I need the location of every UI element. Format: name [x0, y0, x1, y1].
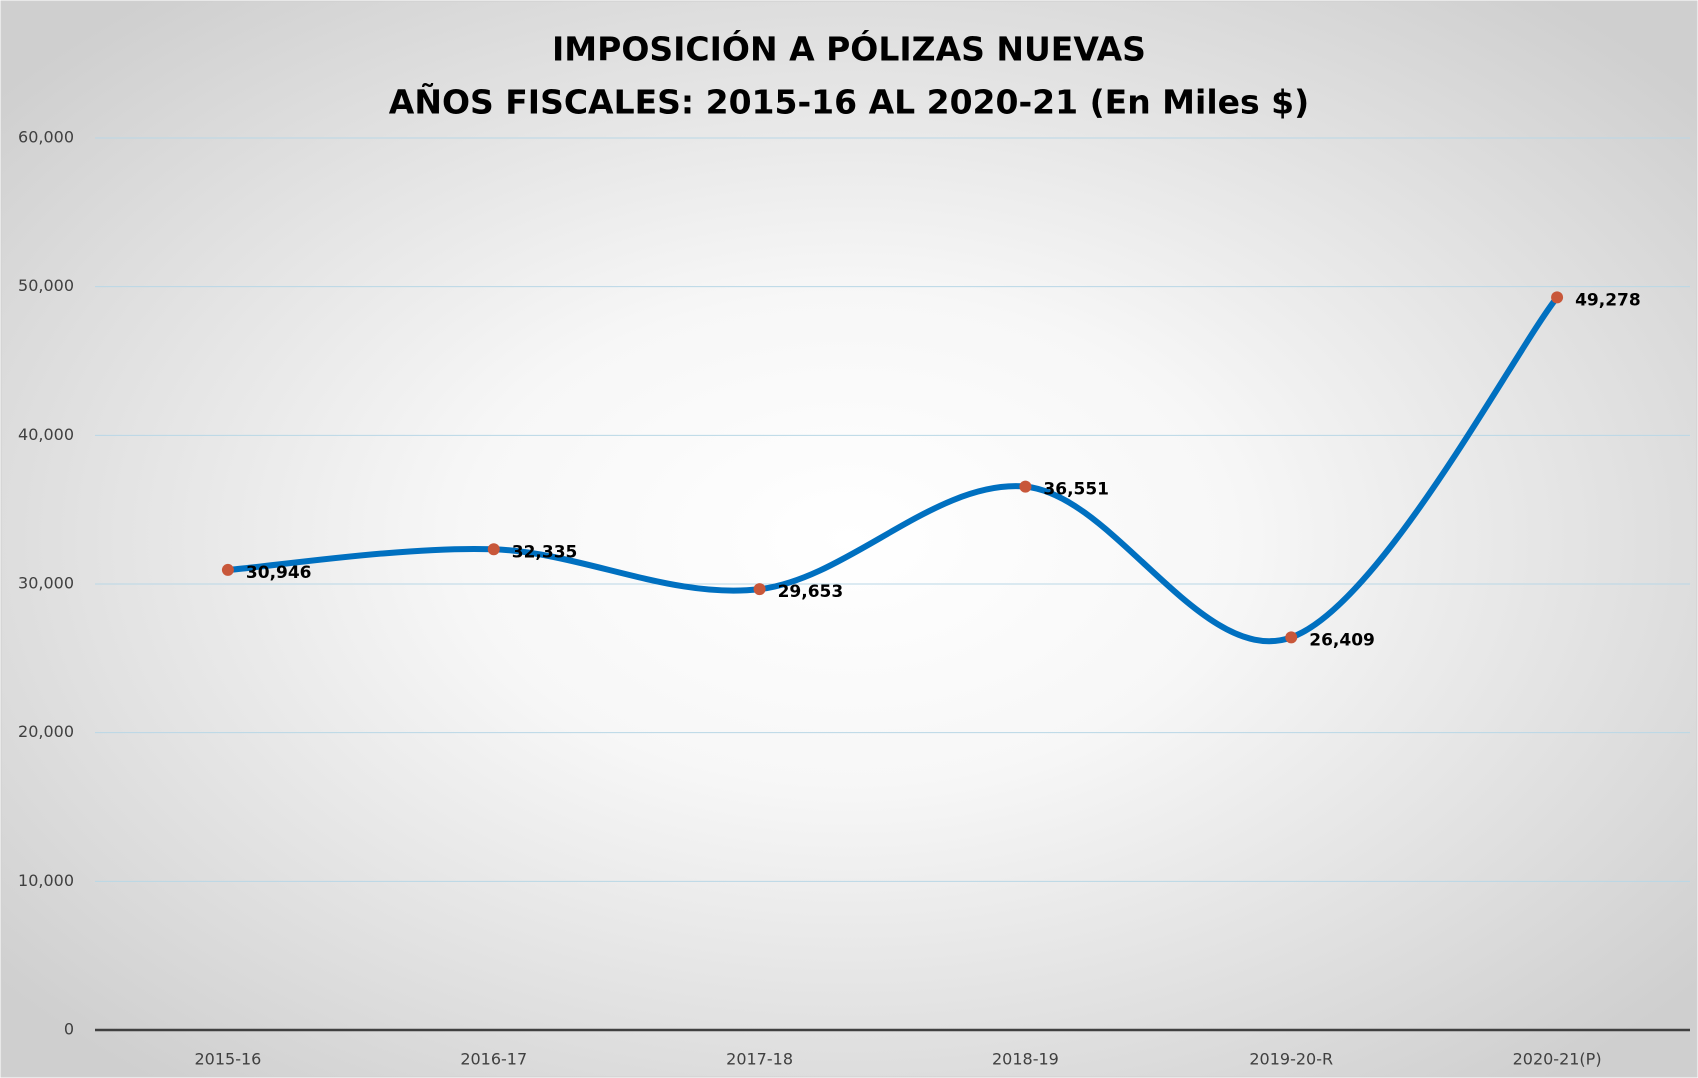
- y-tick-label: 0: [64, 1020, 74, 1039]
- data-label: 30,946: [246, 563, 312, 583]
- y-tick-label: 60,000: [18, 128, 74, 147]
- data-point: [221, 563, 234, 576]
- data-label: 32,335: [512, 542, 578, 562]
- chart-title: IMPOSICIÓN A PÓLIZAS NUEVAS: [552, 29, 1146, 69]
- y-tick-label: 20,000: [18, 722, 74, 741]
- x-tick-label: 2018-19: [992, 1050, 1059, 1069]
- data-point: [753, 583, 766, 596]
- data-point: [1019, 480, 1032, 493]
- y-tick-label: 40,000: [18, 425, 74, 444]
- data-point: [487, 543, 500, 556]
- data-point: [1551, 291, 1564, 304]
- data-point: [1285, 631, 1298, 644]
- x-tick-label: 2017-18: [726, 1050, 793, 1069]
- x-tick-label: 2016-17: [460, 1050, 527, 1069]
- data-label: 36,551: [1043, 480, 1109, 500]
- y-tick-label: 10,000: [18, 871, 74, 890]
- y-tick-label: 30,000: [18, 574, 74, 593]
- x-tick-label: 2020-21(P): [1513, 1050, 1602, 1069]
- series-line: [224, 294, 1561, 645]
- x-tick-label: 2015-16: [194, 1050, 261, 1069]
- data-label: 49,278: [1575, 290, 1641, 310]
- data-label: 26,409: [1309, 630, 1375, 650]
- x-tick-label: 2019-20-R: [1249, 1050, 1333, 1069]
- chart-subtitle: AÑOS FISCALES: 2015-16 AL 2020-21 (En Mi…: [389, 82, 1309, 122]
- data-label: 29,653: [778, 582, 844, 602]
- y-tick-label: 50,000: [18, 276, 74, 295]
